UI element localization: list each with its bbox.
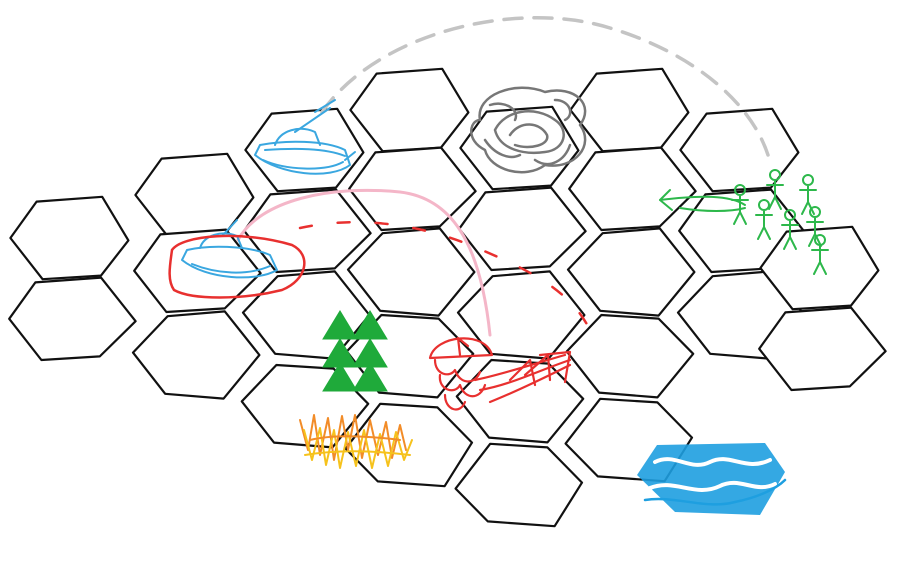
tank-icon (254, 99, 356, 175)
hex-tile[interactable] (456, 270, 586, 360)
hex-tile[interactable] (134, 152, 255, 238)
hex-grid (8, 67, 887, 528)
soldier-icon (781, 209, 799, 250)
hex-tile[interactable] (569, 67, 690, 153)
hex-tile[interactable] (455, 358, 585, 444)
path-arc-pink (236, 188, 492, 337)
hex-tile[interactable] (8, 276, 137, 362)
hex-tile[interactable] (131, 310, 261, 400)
hex-tile[interactable] (348, 146, 477, 232)
tree-icon (322, 362, 358, 392)
soldier-icon (811, 234, 829, 275)
red-unit[interactable] (428, 336, 572, 411)
soldier-icon (731, 184, 749, 225)
hex-tile[interactable] (759, 225, 880, 311)
hex-tile[interactable] (9, 195, 130, 281)
hex-tile[interactable] (344, 402, 474, 488)
hex-tile[interactable] (346, 227, 476, 317)
water (637, 443, 787, 515)
fire (299, 414, 413, 469)
artillery-icon (428, 336, 572, 411)
smoke-icon (470, 86, 587, 174)
hex-tile[interactable] (565, 313, 695, 399)
hex-tile[interactable] (133, 228, 262, 314)
hex-tile[interactable] (459, 105, 580, 191)
forest-icon (322, 310, 388, 392)
forest (322, 310, 388, 392)
hex-tile[interactable] (243, 188, 372, 274)
hex-tile[interactable] (458, 186, 587, 272)
hex-tile[interactable] (454, 442, 584, 528)
hex-tile[interactable] (566, 227, 696, 317)
tank-b[interactable] (168, 219, 306, 299)
soldier-icon (799, 174, 817, 215)
hex-tile[interactable] (349, 67, 470, 153)
infantry-squad[interactable] (659, 169, 829, 275)
smoke (470, 86, 587, 174)
hex-tile[interactable] (568, 146, 697, 232)
hex-tile[interactable] (758, 306, 887, 392)
tree-icon (352, 362, 388, 392)
soldier-icon (766, 169, 784, 210)
hex-tile[interactable] (241, 270, 371, 360)
soldier-group (731, 169, 829, 275)
soldier-icon (755, 199, 773, 240)
hex-tile[interactable] (679, 107, 800, 193)
tank-icon (181, 219, 278, 279)
soldier-icon (806, 206, 824, 247)
water-icon (637, 443, 787, 515)
path-arc-gray (320, 16, 770, 157)
fire-icon (299, 414, 413, 469)
tank-a[interactable] (254, 99, 356, 175)
selection-ring (168, 234, 306, 299)
